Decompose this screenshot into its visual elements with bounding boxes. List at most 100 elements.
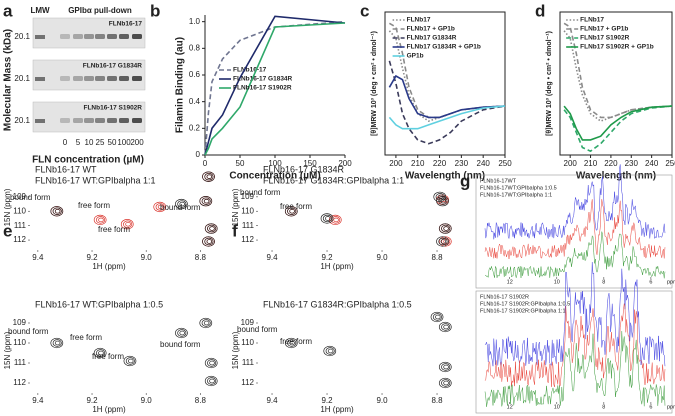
panel-letter: d [535,1,545,20]
contour-ring [440,239,447,244]
panel-letter: f [232,221,238,240]
peak [430,311,444,323]
blot-band [73,76,83,81]
contour-ring [325,347,335,355]
contour-ring [202,171,215,182]
series-line [204,22,346,156]
contour-ring [206,239,213,244]
y-tick-label: 111 [14,358,27,367]
x-tick-label: 230 [625,159,639,168]
y-axis-label: [θ]MRW 10³ (deg • cm² • dmol⁻¹) [371,31,378,136]
y-tick-label: 112 [241,378,254,387]
contour-ring [204,357,218,369]
y-axis-label: 15N (ppm) [3,188,12,226]
contour-ring [435,314,441,320]
x-tick-label: 210 [411,159,425,168]
contour-ring [287,339,297,347]
legend-label: FLNb16-17 S1902R [480,294,529,300]
blot-band [119,76,129,81]
y-tick-label: 0.4 [189,97,201,106]
annotation: free form [280,202,312,211]
contour-ring [443,380,449,386]
contour-ring [438,361,452,373]
x-axis-label: Concentration (µM) [229,171,320,182]
annotation: bound form [8,327,49,336]
contour-ring [155,203,165,211]
y-tick-label: 112 [13,378,26,387]
panel-letter: g [460,171,470,190]
blot-band [60,118,70,123]
panel-letter: a [3,1,13,20]
x-tick-label: 9.2 [321,396,333,405]
blot-band [60,34,70,39]
annotation: free form [280,337,312,346]
blot-name: FLNb16-17 [109,21,143,28]
blot-band [107,34,117,39]
series-label: FLNb16-17 G1834R:GPIbalpha 1:1 [263,175,404,185]
x-tick-label: 240 [477,159,491,168]
series-label: FLNb16-17 WT [35,164,97,174]
peak [438,377,452,389]
blot-band [107,76,117,81]
contour-ring [438,321,452,333]
lane-label: 10 [85,138,94,147]
contour-ring [93,347,107,359]
y-axis-label: 15N (ppm) [231,188,240,226]
contour-ring [98,350,104,356]
contour-ring [175,198,188,210]
x-axis-label: ppm [667,404,675,410]
contour-ring [441,379,451,387]
marker-label: 20.1 [14,32,30,41]
x-tick-label: 9.0 [141,253,153,262]
x-tick-label: 250 [498,159,512,168]
y-tick-label: 0 [196,150,201,159]
contour-ring [441,323,451,331]
x-tick-label: 250 [665,159,675,168]
x-axis-label: 1H (ppm) [92,405,126,414]
contour-ring [52,339,62,347]
peak [123,355,137,367]
y-tick-label: 111 [242,358,255,367]
contour-ring [204,172,214,181]
y-tick-label: 111 [242,221,255,230]
contour-ring [93,214,107,226]
legend-label: FLNb16-17 S1902R:GPIbalpha 1:0.5 [480,301,570,307]
peak [204,223,218,234]
x-tick-label: 8 [602,404,605,410]
x-axis-label: Wavelength (nm) [576,171,656,182]
plot-frame [559,11,673,156]
x-tick-label: 8 [602,279,605,285]
peak [50,206,64,217]
y-axis-label: [θ]MRW 10³ (deg • cm² • dmol⁻¹) [546,31,553,136]
y-tick-label: 112 [13,235,26,244]
x-tick-label: 12 [507,404,513,410]
marker-band [35,119,45,123]
lane-label: 25 [96,138,105,147]
annotation: free form [70,333,102,342]
y-axis-label: 15N (ppm) [3,331,12,369]
contour-ring [441,224,451,233]
x-tick-label: 10 [554,279,560,285]
contour-ring [96,349,106,357]
x-tick-label: 220 [433,159,447,168]
contour-ring [199,317,213,329]
contour-ring [289,208,295,214]
y-tick-label: 111 [14,221,27,230]
peak [323,345,337,357]
contour-ring [125,221,131,227]
annotation: bound form [10,193,51,202]
legend-label: FLNb17 [407,17,431,24]
gel-y-label: Molecular Mass (kDa) [3,29,14,131]
y-tick-label: 0.8 [189,43,201,52]
legend-label: FLNb16-17 S1902R:GPIbalpha 1:1 [480,308,566,314]
y-tick-label: 110 [13,338,26,347]
peak [436,236,449,247]
lane-label: 100 [117,138,131,147]
x-tick-label: 9.4 [32,253,44,262]
x-tick-label: 100 [268,159,282,168]
series-label: FLNb16-17 WT:GPIbalpha 1:1 [35,175,156,185]
x-tick-label: 9.2 [86,253,98,262]
x-tick-label: 9.0 [376,396,388,405]
contour-ring [179,201,185,207]
x-axis-label: Wavelength (nm) [405,171,485,182]
